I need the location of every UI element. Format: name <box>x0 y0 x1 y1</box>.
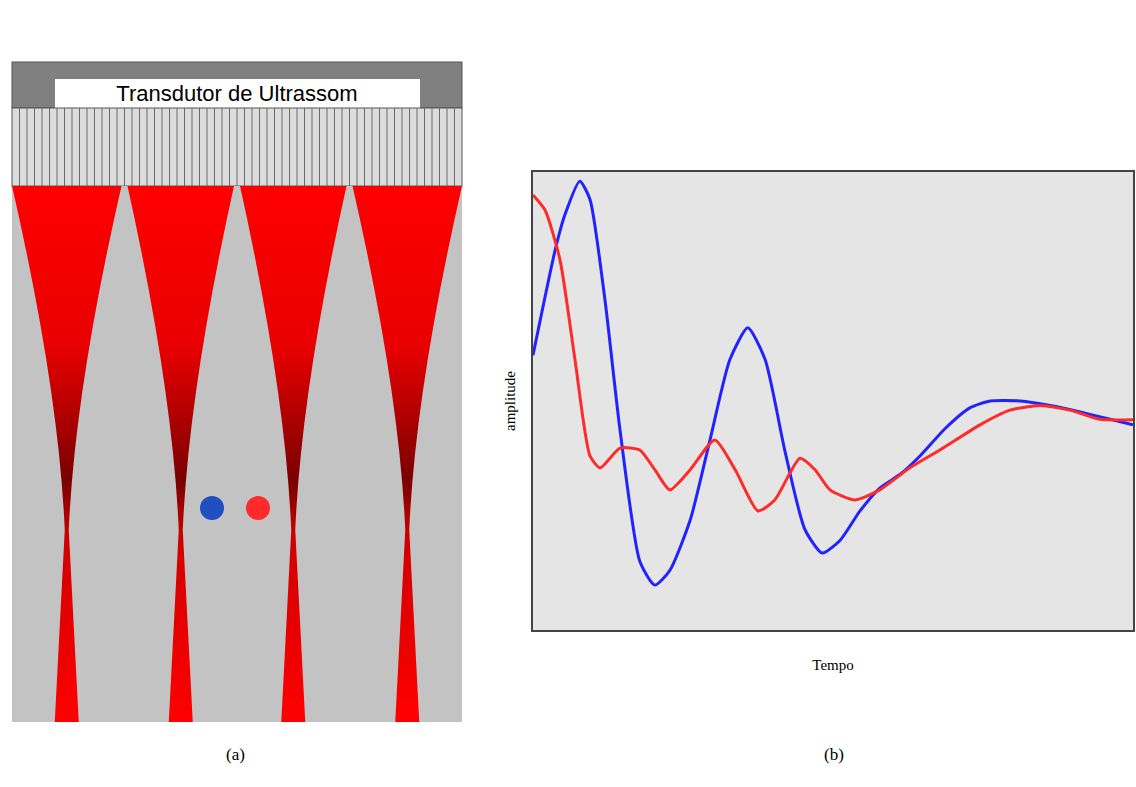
svg-text:Tempo: Tempo <box>812 657 853 673</box>
html-text:(b): (b) <box>824 745 844 764</box>
svg-text:Transdutor de Ultrassom: Transdutor de Ultrassom <box>116 81 357 106</box>
svg-text:amplitude: amplitude <box>502 371 518 431</box>
html-text:(a): (a) <box>226 745 245 764</box>
